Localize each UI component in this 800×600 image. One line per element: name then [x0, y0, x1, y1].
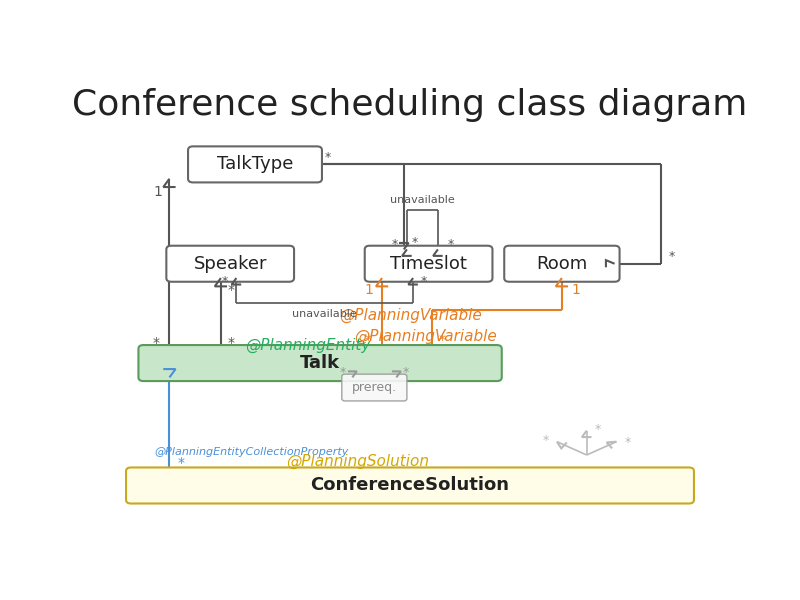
- Text: Talk: Talk: [300, 354, 340, 372]
- FancyBboxPatch shape: [166, 246, 294, 282]
- Text: *: *: [391, 238, 398, 251]
- Text: *: *: [447, 238, 454, 251]
- Text: @PlanningEntityCollectionProperty: @PlanningEntityCollectionProperty: [154, 447, 349, 457]
- Text: *: *: [339, 366, 346, 379]
- Text: *: *: [365, 334, 372, 347]
- Text: *: *: [438, 334, 445, 347]
- Text: *: *: [325, 151, 331, 164]
- Text: *: *: [403, 366, 410, 379]
- Text: *: *: [227, 336, 234, 350]
- Text: 1: 1: [154, 185, 162, 199]
- Text: *: *: [177, 456, 184, 470]
- Text: Timeslot: Timeslot: [390, 255, 467, 273]
- Text: *: *: [412, 236, 418, 248]
- Text: @PlanningVariable: @PlanningVariable: [338, 308, 482, 323]
- FancyBboxPatch shape: [504, 246, 619, 282]
- Text: *: *: [227, 283, 234, 297]
- FancyBboxPatch shape: [126, 467, 694, 503]
- Text: *: *: [625, 436, 630, 449]
- Text: 1: 1: [364, 283, 373, 297]
- Text: TalkType: TalkType: [217, 155, 293, 173]
- Text: @PlanningEntity: @PlanningEntity: [245, 338, 370, 353]
- FancyBboxPatch shape: [342, 374, 407, 401]
- Text: @PlanningVariable: @PlanningVariable: [354, 329, 497, 344]
- Text: @PlanningSolution: @PlanningSolution: [286, 454, 429, 469]
- Text: unavailable: unavailable: [292, 308, 357, 319]
- Text: 1: 1: [571, 283, 580, 297]
- Text: *: *: [669, 250, 675, 263]
- Text: *: *: [152, 336, 159, 350]
- FancyBboxPatch shape: [138, 345, 502, 381]
- FancyBboxPatch shape: [188, 146, 322, 182]
- Text: Speaker: Speaker: [194, 255, 267, 273]
- FancyBboxPatch shape: [365, 246, 493, 282]
- Text: ConferenceSolution: ConferenceSolution: [310, 476, 510, 494]
- Text: Room: Room: [536, 255, 587, 273]
- Text: *: *: [542, 434, 549, 447]
- Text: Conference scheduling class diagram: Conference scheduling class diagram: [72, 88, 748, 122]
- Text: *: *: [421, 275, 427, 288]
- Text: *: *: [594, 423, 601, 436]
- Text: prereq.: prereq.: [352, 381, 397, 394]
- Text: *: *: [222, 275, 228, 288]
- Text: unavailable: unavailable: [390, 195, 454, 205]
